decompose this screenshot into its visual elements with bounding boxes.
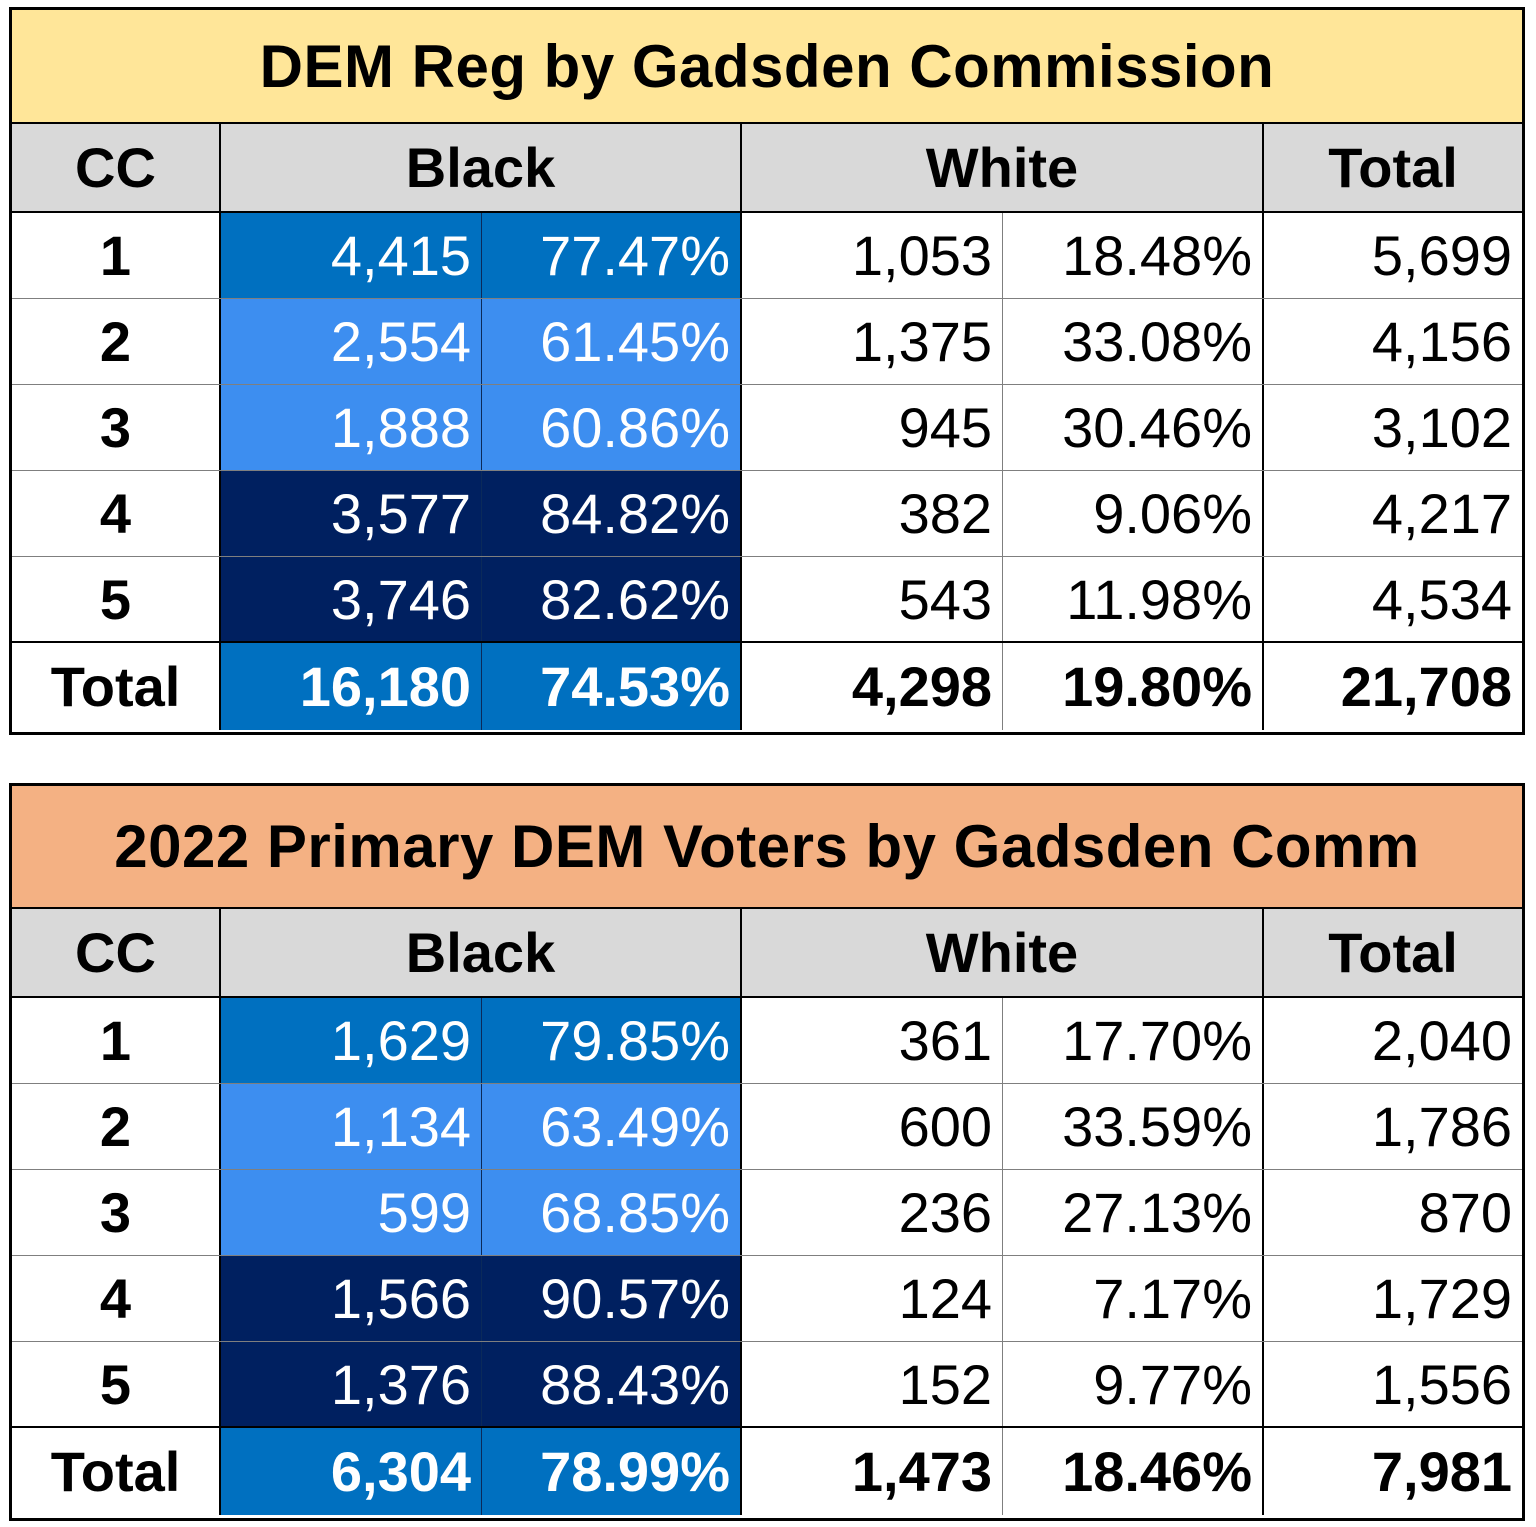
white-count-cell: 236	[742, 1170, 1003, 1255]
total-cell: 1,786	[1371, 1095, 1512, 1158]
table-row: 2 1,134 63.49% 600 33.59% 1,786	[12, 1084, 1522, 1170]
cc-cell: 2	[12, 1084, 221, 1169]
table-row: 4 3,577 84.82% 382 9.06% 4,217	[12, 471, 1522, 557]
white-count-cell: 1,375	[742, 299, 1003, 384]
cc-cell: 2	[12, 299, 221, 384]
white-percent-cell: 33.08%	[1003, 299, 1264, 384]
white-percent-cell: 9.06%	[1003, 471, 1264, 556]
header-white: White	[742, 124, 1264, 211]
white-percent-cell: 18.46%	[1003, 1428, 1264, 1515]
black-count-cell: 1,376	[221, 1342, 482, 1426]
white-percent-cell: 18.48%	[1003, 213, 1264, 298]
black-count-cell: 1,566	[221, 1256, 482, 1341]
table-row: 5 1,376 88.43% 152 9.77% 1,556	[12, 1342, 1522, 1428]
cc-cell: 3	[12, 1170, 221, 1255]
black-percent-cell: 61.45%	[482, 299, 742, 384]
black-percent-cell: 78.99%	[482, 1428, 742, 1515]
total-cell: 1,556	[1371, 1352, 1512, 1416]
header-black: Black	[221, 909, 742, 996]
white-percent-cell: 30.46%	[1003, 385, 1264, 470]
cc-cell: Total	[12, 643, 221, 730]
white-percent-cell: 27.13%	[1003, 1170, 1264, 1255]
black-count-cell: 1,888	[221, 385, 482, 470]
white-count-cell: 543	[742, 557, 1003, 641]
header-total: Total	[1328, 136, 1458, 199]
total-cell: 3,102	[1371, 396, 1512, 459]
black-percent-cell: 68.85%	[482, 1170, 742, 1255]
total-cell: 21,708	[1340, 655, 1512, 718]
black-count-cell: 6,304	[221, 1428, 482, 1515]
cc-cell: 5	[12, 557, 221, 641]
black-percent-cell: 74.53%	[482, 643, 742, 730]
cc-cell: Total	[12, 1428, 221, 1515]
white-percent-cell: 33.59%	[1003, 1084, 1264, 1169]
dem-registration-table: DEM Reg by Gadsden Commission CC Black W…	[9, 7, 1525, 735]
cc-cell: 4	[12, 471, 221, 556]
black-count-cell: 3,746	[221, 557, 482, 641]
black-count-cell: 3,577	[221, 471, 482, 556]
cc-cell: 4	[12, 1256, 221, 1341]
total-cell: 1,729	[1371, 1267, 1512, 1330]
black-percent-cell: 60.86%	[482, 385, 742, 470]
table-title: 2022 Primary DEM Voters by Gadsden Comm	[12, 786, 1522, 909]
white-count-cell: 945	[742, 385, 1003, 470]
black-count-cell: 599	[221, 1170, 482, 1255]
total-cell: 4,217	[1371, 482, 1512, 545]
table-row: 1 1,629 79.85% 361 17.70% 2,040	[12, 998, 1522, 1084]
white-count-cell: 152	[742, 1342, 1003, 1426]
table-row: 3 599 68.85% 236 27.13% 870	[12, 1170, 1522, 1256]
primary-voters-table: 2022 Primary DEM Voters by Gadsden Comm …	[9, 783, 1525, 1521]
white-count-cell: 382	[742, 471, 1003, 556]
white-count-cell: 1,473	[742, 1428, 1003, 1515]
total-cell: 870	[1418, 1181, 1512, 1244]
table-title: DEM Reg by Gadsden Commission	[12, 10, 1522, 124]
black-percent-cell: 90.57%	[482, 1256, 742, 1341]
header-row: CC Black White Total	[12, 909, 1522, 998]
white-percent-cell: 7.17%	[1003, 1256, 1264, 1341]
table-row: 5 3,746 82.62% 543 11.98% 4,534	[12, 557, 1522, 643]
black-percent-cell: 84.82%	[482, 471, 742, 556]
table-row: 3 1,888 60.86% 945 30.46% 3,102	[12, 385, 1522, 471]
white-percent-cell: 17.70%	[1003, 998, 1264, 1083]
white-count-cell: 124	[742, 1256, 1003, 1341]
cc-cell: 3	[12, 385, 221, 470]
header-cc: CC	[12, 909, 221, 996]
white-count-cell: 361	[742, 998, 1003, 1083]
white-percent-cell: 19.80%	[1003, 643, 1264, 730]
black-percent-cell: 63.49%	[482, 1084, 742, 1169]
header-cc: CC	[12, 124, 221, 211]
black-percent-cell: 88.43%	[482, 1342, 742, 1426]
header-total: Total	[1328, 921, 1458, 984]
white-percent-cell: 9.77%	[1003, 1342, 1264, 1426]
total-cell: 4,156	[1371, 310, 1512, 373]
total-cell: 2,040	[1371, 1009, 1512, 1072]
black-count-cell: 2,554	[221, 299, 482, 384]
white-count-cell: 1,053	[742, 213, 1003, 298]
table-row: 4 1,566 90.57% 124 7.17% 1,729	[12, 1256, 1522, 1342]
black-percent-cell: 82.62%	[482, 557, 742, 641]
cc-cell: 1	[12, 213, 221, 298]
black-count-cell: 4,415	[221, 213, 482, 298]
cc-cell: 5	[12, 1342, 221, 1426]
cc-cell: 1	[12, 998, 221, 1083]
white-percent-cell: 11.98%	[1003, 557, 1264, 641]
white-count-cell: 600	[742, 1084, 1003, 1169]
header-black: Black	[221, 124, 742, 211]
white-count-cell: 4,298	[742, 643, 1003, 730]
black-percent-cell: 77.47%	[482, 213, 742, 298]
header-row: CC Black White Total	[12, 124, 1522, 213]
black-count-cell: 16,180	[221, 643, 482, 730]
table-row: 1 4,415 77.47% 1,053 18.48% 5,699	[12, 213, 1522, 299]
total-row: Total 16,180 74.53% 4,298 19.80% 21,708	[12, 643, 1522, 730]
table-row: 2 2,554 61.45% 1,375 33.08% 4,156	[12, 299, 1522, 385]
total-cell: 5,699	[1371, 224, 1512, 287]
total-cell: 4,534	[1371, 567, 1512, 631]
black-percent-cell: 79.85%	[482, 998, 742, 1083]
total-row: Total 6,304 78.99% 1,473 18.46% 7,981	[12, 1428, 1522, 1515]
black-count-cell: 1,134	[221, 1084, 482, 1169]
black-count-cell: 1,629	[221, 998, 482, 1083]
header-white: White	[742, 909, 1264, 996]
total-cell: 7,981	[1371, 1440, 1512, 1503]
